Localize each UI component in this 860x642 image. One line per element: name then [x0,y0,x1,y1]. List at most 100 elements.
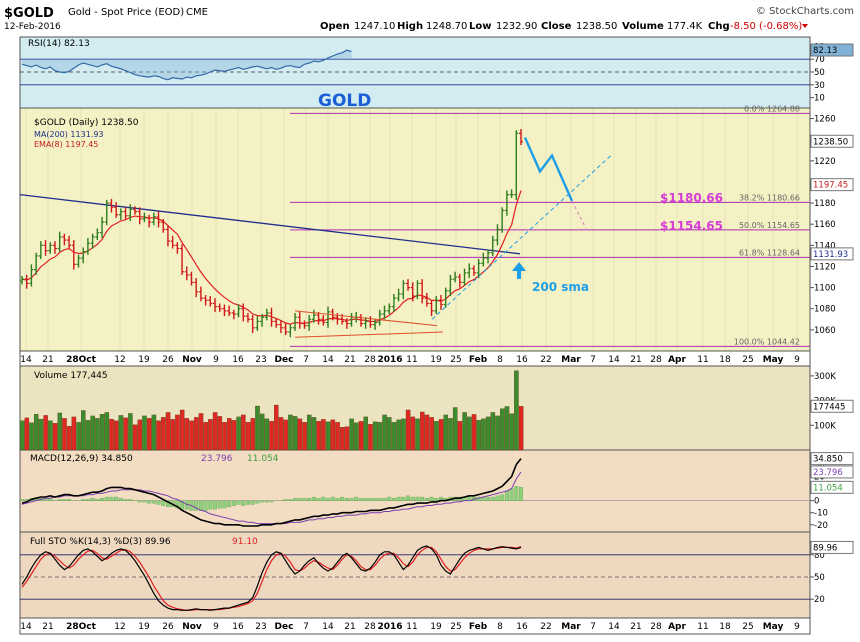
volume-bar [250,418,256,451]
macd-histogram-bar [387,496,392,501]
macd-histogram-bar [194,500,199,511]
volume-bar [448,418,453,451]
volume-bar [170,419,175,451]
open-value: 1247.10 [354,21,395,32]
volume-bar [434,421,439,451]
volume-bar [194,417,199,451]
volume-bar [297,418,303,451]
macd-tick-label: -10 [814,509,828,519]
price-x-tick-label: 11 [697,355,708,365]
price-x-tick-label: 23 [255,355,266,365]
volume-bar [231,420,237,451]
macd-histogram-bar [156,500,161,505]
fib-label: 61.8% 1128.64 [739,248,800,257]
macd-signal-last-value-box [810,465,854,479]
macd-histogram-bar [302,498,307,501]
price-tick-label: 1260 [814,115,836,125]
macd-histogram-bar [246,500,250,505]
sma-annotation: 200 sma [532,280,589,294]
volume-bar [29,422,34,451]
price-tick-label: 1160 [814,220,836,230]
volume-bar [245,422,251,451]
volume-bar [368,424,373,451]
volume-bar [95,418,100,451]
volume-bar [401,418,406,451]
macd-histogram-bar [250,500,255,505]
volume-bar [165,412,171,451]
volume-bar [292,416,298,451]
macd-histogram-bar [95,499,100,501]
price-tick-label: 1140 [814,241,836,251]
volume-bar [443,414,449,451]
price-x-tick-label: Apr [668,355,686,365]
macd-histogram-bar [142,500,147,503]
macd-histogram-bar [81,499,86,501]
macd-histogram-bar [100,498,104,501]
price-close-label: 1238.50 [813,137,848,147]
sto-x-tick-label: 18 [719,622,731,632]
macd-histogram-bar [114,496,119,501]
sto-x-tick-label: 19 [430,622,442,632]
volume-bar [236,416,241,451]
volume-bar [339,427,345,451]
macd-histogram-bar [297,498,302,501]
volume-bar [415,418,420,451]
macd-signal-line [21,471,522,525]
bottom-axis-strip [19,617,811,635]
sto-x-tick-label: 9 [213,622,219,632]
volume-bar [118,415,124,451]
macd-histogram-bar [326,498,330,501]
volume-bar [490,412,496,451]
volume-bar [208,419,213,451]
macd-histogram-bar [104,496,109,501]
price-x-tick-label: 18 [719,355,731,365]
trendline-dashed [431,154,613,320]
macd-histogram-bar [391,498,396,501]
macd-tick-label: -20 [814,521,828,531]
volume-bar [452,407,458,451]
volume-bar [24,417,30,451]
sto-x-tick-label: 16 [232,622,244,632]
volume-bar [109,418,114,451]
volume-bar [132,424,138,451]
macd-histogram-bar [283,499,288,501]
sto-x-tick-label: 7 [303,622,309,632]
volume-bar [307,414,312,451]
volume-label: Volume [622,21,664,32]
macd-histogram-bar [260,500,265,503]
macd-histogram-bar [203,500,208,511]
volume-bar [344,426,350,451]
sto-x-tick-label: 26 [162,622,174,632]
macd-histogram-bar [90,498,95,501]
macd-histogram-bar [288,499,293,501]
macd-histogram-bar [358,498,363,501]
price-tick-label: 1220 [814,157,836,167]
volume-bar [184,418,190,451]
sto-x-tick-label: Apr [668,622,686,632]
rsi-area [22,50,352,80]
price-ma-label-box [810,247,854,261]
volume-bar [396,419,401,451]
volume-bar [212,412,218,451]
sto-x-tick-label: 21 [344,622,355,632]
volume-bar [146,418,152,451]
sto-legend-1: 91.10 [232,537,258,547]
macd-histogram-bar [236,500,241,505]
macd-tick-label: 0 [814,497,819,507]
volume-bar [382,414,387,451]
macd-last-value: 34.850 [813,455,843,465]
header-date: 12-Feb-2016 [4,22,61,32]
header-exchange: CME [186,7,208,18]
projection-path [523,137,574,202]
chg-value: -8.50 (-0.68%) [730,21,802,32]
header-source: © StockCharts.com [756,6,854,17]
ma200-line [19,193,521,255]
macd-histogram-bar [406,495,410,501]
sto-x-tick-label: 19 [138,622,150,632]
macd-histogram-bar [20,499,24,501]
volume-bar [325,421,331,451]
sto-x-tick-label: 28 [650,622,662,632]
macd-histogram-bar [344,498,349,501]
sto-k-line [21,545,522,611]
volume-bar [354,422,359,451]
